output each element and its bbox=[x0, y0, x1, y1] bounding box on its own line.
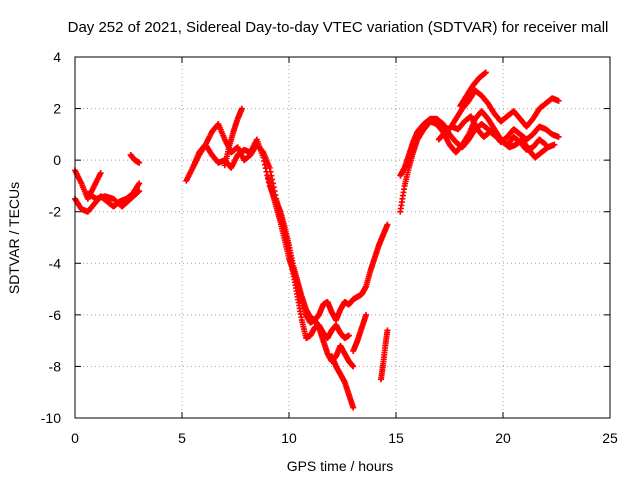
x-tick-label: 25 bbox=[602, 430, 618, 446]
y-tick-label: -10 bbox=[41, 410, 61, 426]
y-tick-label: -8 bbox=[49, 358, 62, 374]
y-tick-label: -6 bbox=[49, 307, 62, 323]
data-point bbox=[551, 141, 558, 148]
x-tick-label: 10 bbox=[281, 430, 297, 446]
y-tick-label: 4 bbox=[53, 49, 61, 65]
x-axis-label: GPS time / hours bbox=[287, 458, 394, 474]
data-point bbox=[350, 404, 357, 411]
data-point bbox=[136, 188, 143, 195]
data-point bbox=[555, 133, 562, 140]
data-points bbox=[72, 69, 562, 411]
series-trace-3 bbox=[84, 188, 143, 210]
y-tick-label: -4 bbox=[49, 255, 62, 271]
series-trace-10 bbox=[350, 311, 370, 354]
y-axis-label: SDTVAR / TECUs bbox=[6, 182, 22, 294]
data-point bbox=[482, 69, 489, 76]
y-tick-label: -2 bbox=[49, 204, 62, 220]
y-tick-label: 0 bbox=[53, 152, 61, 168]
series-trace-15 bbox=[457, 69, 489, 109]
data-point bbox=[135, 189, 142, 196]
x-tick-label: 15 bbox=[388, 430, 404, 446]
data-point bbox=[267, 168, 274, 175]
data-point bbox=[350, 363, 357, 370]
series-trace-4 bbox=[127, 151, 143, 166]
y-tick-label: 2 bbox=[53, 101, 61, 117]
data-point bbox=[345, 332, 352, 339]
data-point bbox=[363, 311, 370, 318]
data-point bbox=[136, 159, 143, 166]
plot-frame bbox=[74, 56, 611, 419]
series-trace-11 bbox=[378, 327, 391, 383]
data-point bbox=[384, 327, 391, 334]
data-point bbox=[266, 164, 273, 171]
x-tick-label: 5 bbox=[178, 430, 186, 446]
series-trace-8 bbox=[264, 172, 357, 370]
data-point bbox=[97, 170, 104, 177]
x-axis-ticks: 0 5 10 15 20 25 bbox=[71, 57, 618, 446]
series-trace-2 bbox=[72, 167, 104, 202]
y-axis-ticks: -10 -8 -6 -4 -2 0 2 4 bbox=[41, 49, 610, 426]
chart-title: Day 252 of 2021, Sidereal Day-to-day VTE… bbox=[68, 19, 609, 36]
data-point bbox=[136, 180, 143, 187]
data-point bbox=[238, 105, 245, 112]
series-trace-16 bbox=[435, 113, 558, 161]
series-trace-9 bbox=[328, 353, 357, 411]
x-tick-label: 0 bbox=[71, 430, 79, 446]
grid-lines bbox=[75, 57, 610, 418]
series-trace-7 bbox=[221, 105, 245, 169]
data-point bbox=[555, 97, 562, 104]
data-point bbox=[384, 221, 391, 228]
x-tick-label: 20 bbox=[495, 430, 511, 446]
